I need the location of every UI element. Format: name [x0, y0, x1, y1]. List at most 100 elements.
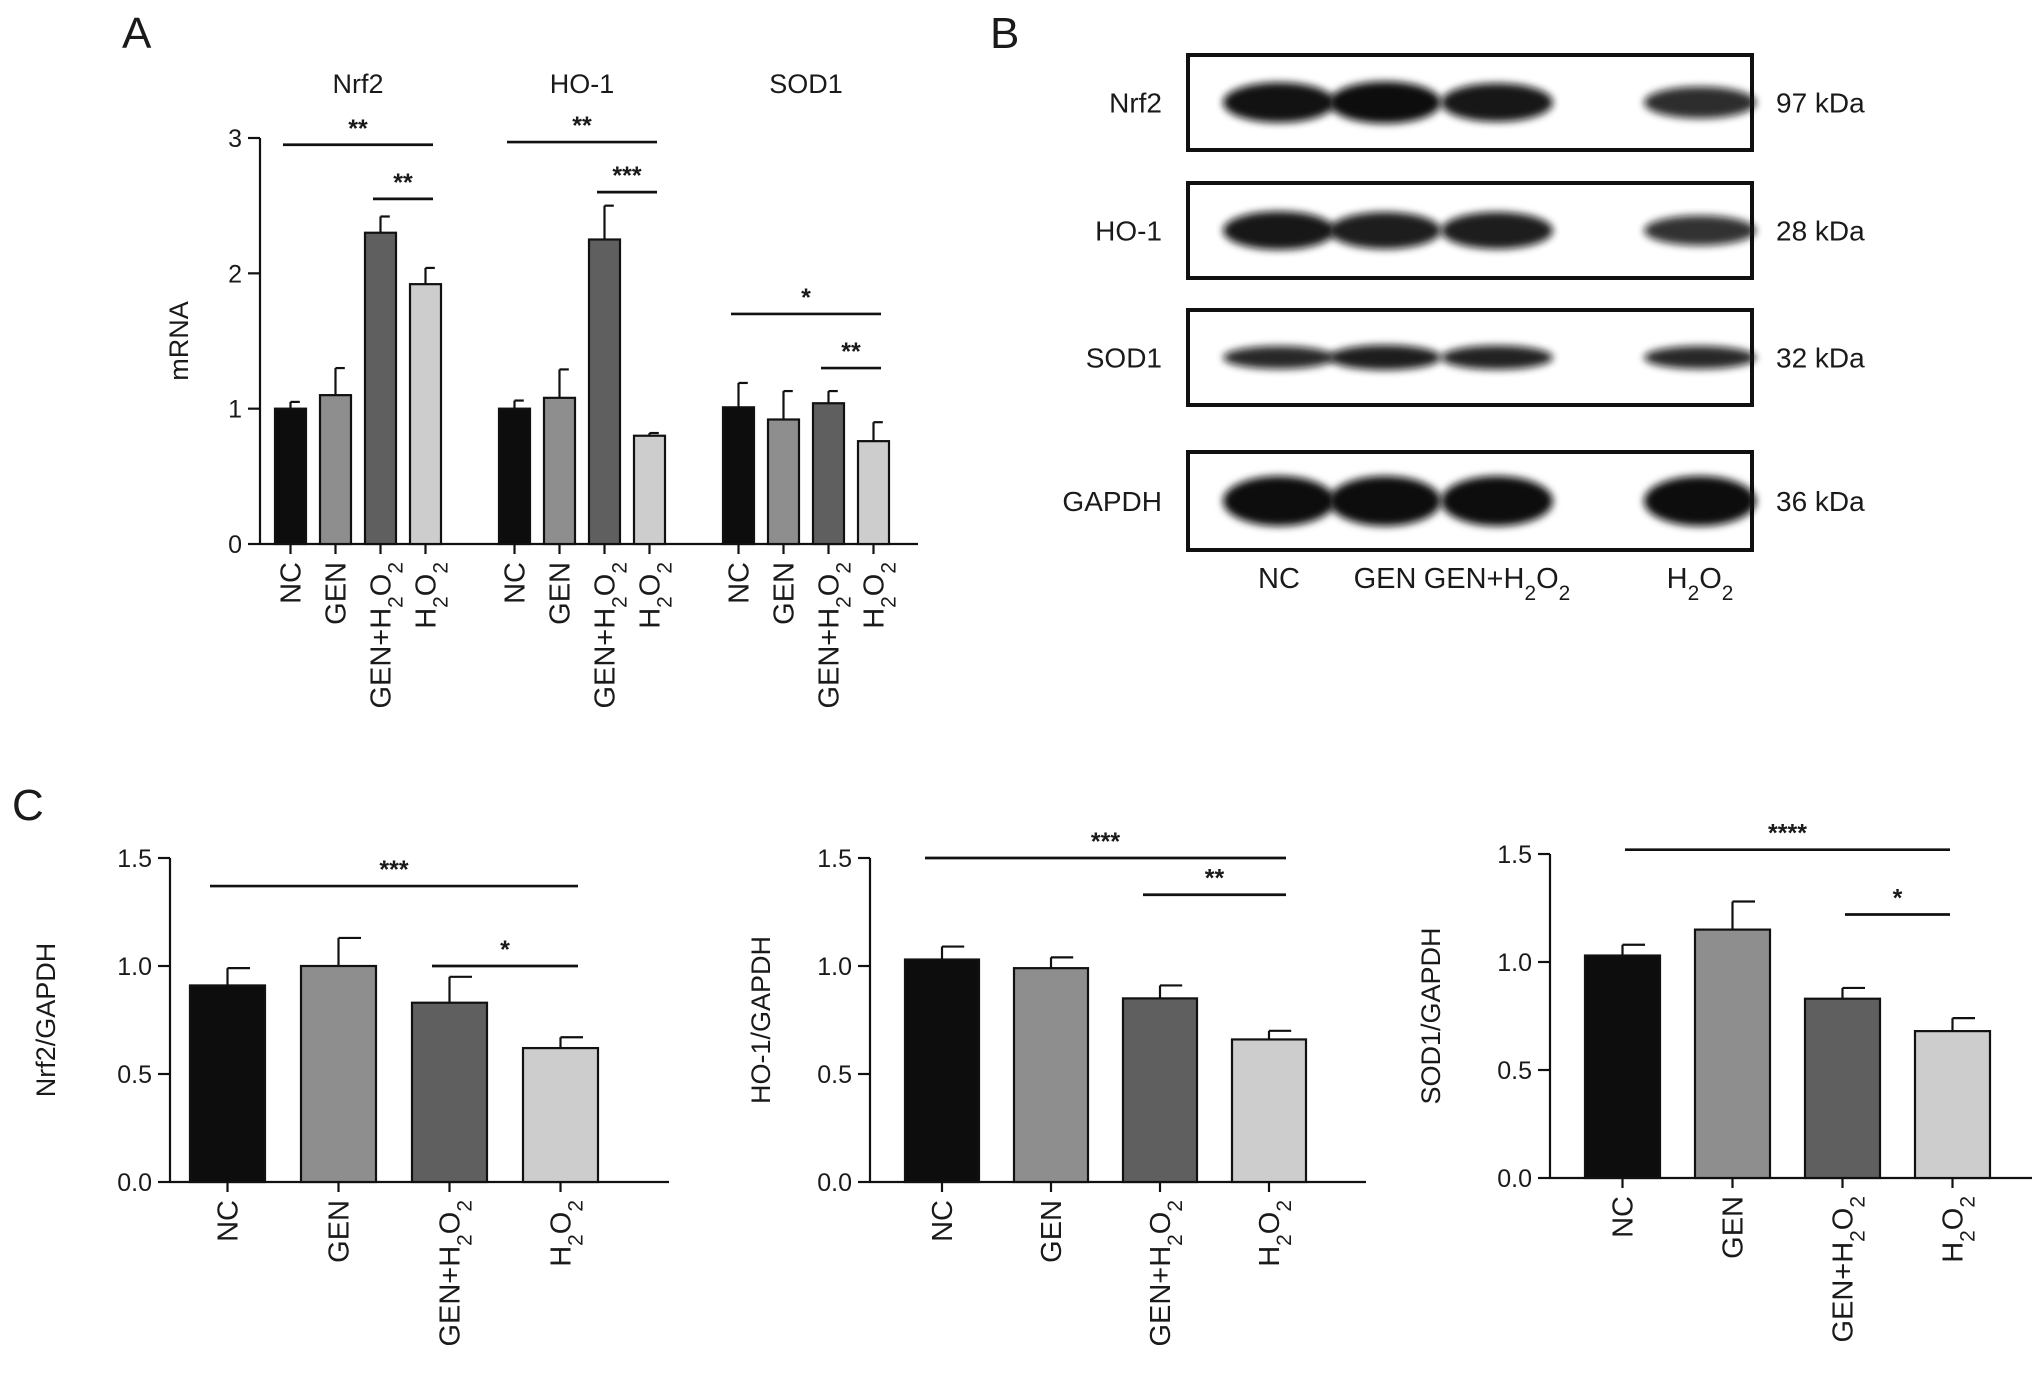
significance-label: * — [1893, 884, 1903, 912]
bar — [811, 402, 846, 546]
blot-lane-label: GEN — [1354, 563, 1417, 595]
bar — [410, 1001, 489, 1184]
y-tick-label: 0.0 — [117, 1169, 152, 1197]
y-axis-label: HO-1/GAPDH — [746, 936, 776, 1104]
x-tick-label: H2O2 — [1254, 1200, 1296, 1267]
blot-band — [1329, 212, 1441, 249]
bar — [363, 231, 398, 546]
x-tick-label: H2O2 — [859, 562, 901, 629]
x-tick-label: GEN+H2O2 — [1145, 1200, 1187, 1347]
blot-row-label: SOD1 — [1086, 343, 1162, 374]
bar — [408, 283, 443, 546]
bar — [1121, 997, 1199, 1184]
y-tick-label: 1.0 — [1497, 949, 1532, 977]
y-tick-label: 3 — [228, 125, 242, 153]
y-tick-label: 1.5 — [1497, 841, 1532, 869]
western-blot: Nrf2 97 kDa HO-1 28 kDa SOD1 32 kDa GAPDH 36 kD… — [1062, 53, 1865, 605]
bar — [903, 958, 981, 1184]
x-tick-label: GEN — [321, 562, 353, 625]
bar — [721, 406, 756, 546]
blot-band — [1441, 83, 1553, 122]
blot-lane-label: NC — [1258, 563, 1300, 595]
x-tick-label: H2O2 — [1938, 1196, 1980, 1263]
chart-c-sod1-gapdh: 0.0 0.5 1.0 1.5 SOD1/GAPDH NC GEN GEN+H2O2 H2O2 *… — [1416, 820, 2032, 1343]
bar — [1012, 967, 1090, 1184]
y-tick-label: 1.5 — [817, 845, 852, 873]
y-tick-label: 0.5 — [817, 1061, 852, 1089]
group-title: HO-1 — [550, 69, 615, 99]
x-tick-label: GEN+H2O2 — [435, 1200, 477, 1347]
blot-band — [1644, 86, 1756, 119]
x-tick-label: GEN — [769, 562, 801, 625]
blot-band — [1644, 346, 1756, 369]
blot-band — [1441, 212, 1553, 249]
blot-kda-label: 97 kDa — [1776, 88, 1865, 119]
blot-kda-label: 32 kDa — [1776, 343, 1865, 374]
significance-label: ** — [572, 112, 592, 140]
bar — [632, 434, 667, 546]
significance-label: **** — [1768, 820, 1807, 848]
significance-label: ** — [1205, 865, 1225, 893]
blot-row-label: Nrf2 — [1109, 88, 1162, 119]
x-tick-label: NC — [276, 562, 308, 604]
y-tick-label: 1.5 — [117, 845, 152, 873]
y-axis-label: mRNA — [164, 301, 194, 381]
bar — [587, 238, 622, 546]
group-title: SOD1 — [769, 69, 843, 99]
x-tick-label: GEN — [1718, 1196, 1750, 1259]
blot-band — [1644, 476, 1756, 526]
bar — [1583, 954, 1662, 1180]
x-tick-label: GEN+H2O2 — [366, 562, 408, 709]
bar — [318, 394, 353, 546]
bar — [1913, 1030, 1992, 1180]
x-tick-label: GEN+H2O2 — [814, 562, 856, 709]
x-tick-label: NC — [724, 562, 756, 604]
significance-label: * — [500, 936, 510, 964]
x-tick-label: GEN — [1036, 1200, 1068, 1263]
x-tick-label: GEN — [545, 562, 577, 625]
x-tick-label: NC — [500, 562, 532, 604]
x-tick-label: H2O2 — [635, 562, 677, 629]
bar — [542, 396, 577, 546]
blot-lane-label: H2O2 — [1667, 563, 1734, 605]
blot-band — [1441, 345, 1553, 370]
panel-letter-a: A — [122, 9, 152, 58]
y-axis-label: SOD1/GAPDH — [1416, 927, 1446, 1104]
x-tick-label: H2O2 — [546, 1200, 588, 1267]
y-tick-label: 0.5 — [1497, 1057, 1532, 1085]
x-tick-label: NC — [927, 1200, 959, 1242]
bar — [497, 407, 532, 546]
y-tick-label: 1 — [228, 396, 242, 424]
chart-c-ho1-gapdh: 0.0 0.5 1.0 1.5 HO-1/GAPDH NC GEN GEN+H2O2 H2O2 *… — [746, 828, 1366, 1347]
bar — [1803, 997, 1882, 1180]
bar — [1693, 928, 1772, 1180]
significance-label: * — [801, 284, 811, 312]
y-tick-label: 2 — [228, 260, 242, 288]
x-tick-label: GEN+H2O2 — [590, 562, 632, 709]
blot-row-label: HO-1 — [1095, 216, 1162, 247]
y-tick-label: 0 — [228, 531, 242, 559]
blot-band — [1223, 346, 1335, 369]
y-axis-label: Nrf2/GAPDH — [31, 943, 61, 1098]
x-tick-label: NC — [213, 1200, 245, 1242]
significance-label: ** — [348, 115, 368, 143]
blot-band — [1644, 215, 1756, 246]
panel-letter-b: B — [990, 9, 1019, 58]
blot-kda-label: 36 kDa — [1776, 486, 1865, 517]
blot-band — [1223, 82, 1335, 123]
significance-label: *** — [1091, 828, 1120, 856]
chart-c-nrf2-gapdh: 0.0 0.5 1.0 1.5 Nrf2/GAPDH NC GEN GEN+H2O2 H2O2 *… — [31, 845, 669, 1347]
blot-row-label: GAPDH — [1062, 486, 1162, 517]
significance-label: *** — [612, 162, 641, 190]
y-tick-label: 0.5 — [117, 1061, 152, 1089]
significance-label: ** — [841, 338, 861, 366]
y-tick-label: 1.0 — [817, 953, 852, 981]
x-tick-label: GEN+H2O2 — [1828, 1196, 1870, 1343]
x-tick-label: NC — [1608, 1196, 1640, 1238]
group-title: Nrf2 — [332, 69, 383, 99]
significance-label: *** — [379, 856, 408, 884]
bar — [766, 418, 801, 546]
blot-kda-label: 28 kDa — [1776, 216, 1865, 247]
